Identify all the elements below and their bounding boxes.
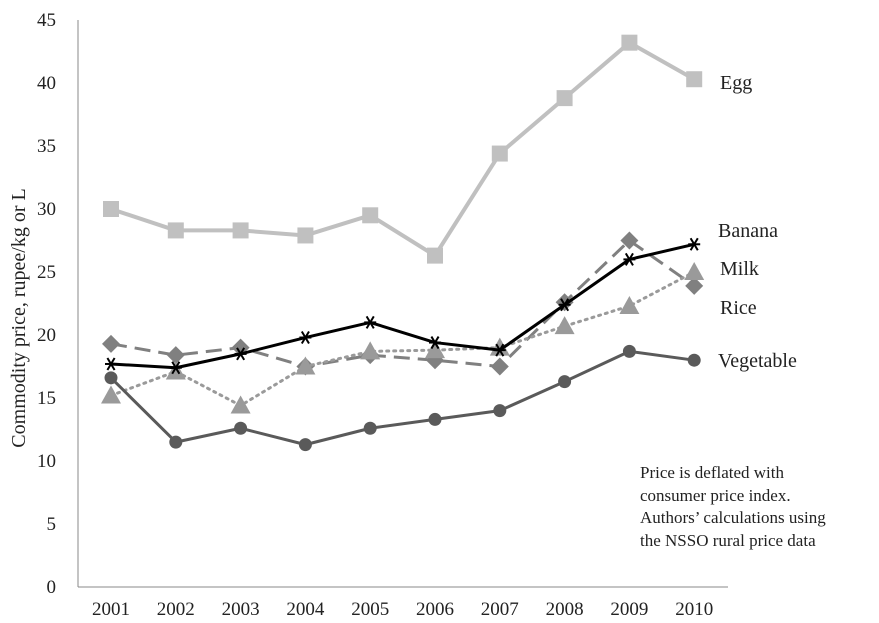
y-tick-labels: 0 5 10 15 20 25 30 35 40 45 [37, 10, 56, 598]
y-tick-label: 0 [47, 577, 57, 598]
data-point-egg [427, 247, 443, 264]
data-point-milk [295, 356, 316, 375]
data-point-banana [299, 331, 312, 345]
series-line-vegetable [109, 349, 695, 447]
x-tick-label: 2001 [92, 599, 130, 620]
x-tick-label: 2005 [351, 599, 389, 620]
data-point-banana [493, 343, 506, 357]
y-tick-label: 20 [37, 325, 56, 346]
series-banana [105, 237, 701, 375]
y-tick-label: 40 [37, 73, 56, 94]
x-tick-label: 2010 [675, 599, 713, 620]
x-tick-label: 2006 [416, 599, 454, 620]
data-point-milk [684, 262, 705, 280]
y-tick-label: 30 [37, 199, 56, 220]
data-point-rice [102, 334, 120, 353]
y-tick-label: 10 [37, 451, 56, 472]
axes [77, 20, 728, 588]
data-point-milk [554, 316, 575, 335]
data-point-egg [232, 222, 249, 239]
data-point-vegetable [104, 371, 118, 385]
series-line-banana [110, 242, 695, 370]
series-label-rice: Rice [720, 297, 757, 319]
data-point-rice [685, 276, 704, 295]
data-point-rice [490, 357, 509, 376]
y-tick-label: 15 [37, 388, 56, 409]
footnote-line: Price is deflated with [640, 463, 784, 482]
data-point-banana [364, 315, 377, 329]
series-line-rice [110, 239, 696, 368]
data-point-rice [620, 231, 639, 250]
data-point-milk [619, 296, 640, 315]
footnote: Price is deflated with consumer price in… [640, 462, 875, 552]
data-point-banana [234, 347, 247, 361]
data-point-vegetable [687, 353, 701, 367]
data-point-milk [425, 340, 445, 359]
data-point-egg [167, 222, 184, 239]
series-egg [103, 34, 703, 264]
x-tick-label: 2009 [610, 599, 648, 620]
data-point-banana [688, 237, 701, 251]
data-point-egg [362, 207, 379, 224]
data-point-milk [165, 361, 186, 380]
data-point-banana [105, 357, 117, 371]
data-point-vegetable [234, 421, 248, 435]
y-tick-label: 25 [37, 262, 56, 283]
plot-area [101, 34, 705, 452]
x-tick-label: 2002 [157, 599, 195, 620]
series-labels: Egg Banana Milk Rice Vegetable [718, 72, 797, 372]
data-point-vegetable [169, 435, 183, 449]
data-point-egg [686, 71, 703, 88]
footnote-line: the NSSO rural price data [640, 530, 816, 550]
y-tick-label: 45 [37, 10, 56, 31]
x-tick-labels: 2001 2002 2003 2004 2005 2006 2007 2008 2009 2010 [92, 599, 713, 620]
data-point-banana [169, 361, 182, 375]
y-tick-label: 35 [37, 136, 56, 157]
data-point-milk [101, 385, 121, 404]
data-point-vegetable [363, 421, 377, 435]
series-label-milk: Milk [720, 258, 759, 280]
data-point-egg [621, 34, 638, 51]
data-point-vegetable [622, 344, 636, 358]
series-label-egg: Egg [720, 72, 752, 94]
footnote-line: consumer price index. [640, 485, 791, 505]
series-line-milk [109, 270, 696, 408]
data-point-vegetable [428, 412, 442, 426]
series-rice [102, 231, 704, 376]
series-line-egg [110, 40, 696, 258]
data-point-egg [103, 201, 119, 217]
data-point-egg [297, 227, 314, 244]
series-milk [101, 262, 705, 414]
footnote-line: Authors’ calculations using [640, 508, 826, 527]
data-point-banana [558, 298, 571, 312]
series-label-banana: Banana [718, 220, 778, 242]
y-tick-label: 5 [47, 514, 57, 535]
data-point-vegetable [493, 404, 507, 418]
data-point-vegetable [558, 375, 572, 389]
data-point-rice [166, 346, 185, 365]
series-label-vegetable: Vegetable [718, 350, 797, 372]
x-tick-label: 2007 [481, 599, 519, 620]
data-point-banana [623, 252, 636, 266]
x-tick-label: 2003 [222, 599, 260, 620]
data-point-vegetable [298, 438, 312, 452]
y-axis-label: Commodity price, rupee/kg or L [8, 188, 30, 447]
data-point-banana [429, 336, 441, 350]
data-point-milk [360, 341, 381, 360]
x-tick-label: 2008 [546, 599, 584, 620]
x-tick-label: 2004 [286, 599, 325, 620]
data-point-egg [491, 145, 508, 162]
series-vegetable [104, 344, 701, 452]
data-point-egg [556, 90, 573, 107]
data-point-milk [230, 395, 251, 414]
